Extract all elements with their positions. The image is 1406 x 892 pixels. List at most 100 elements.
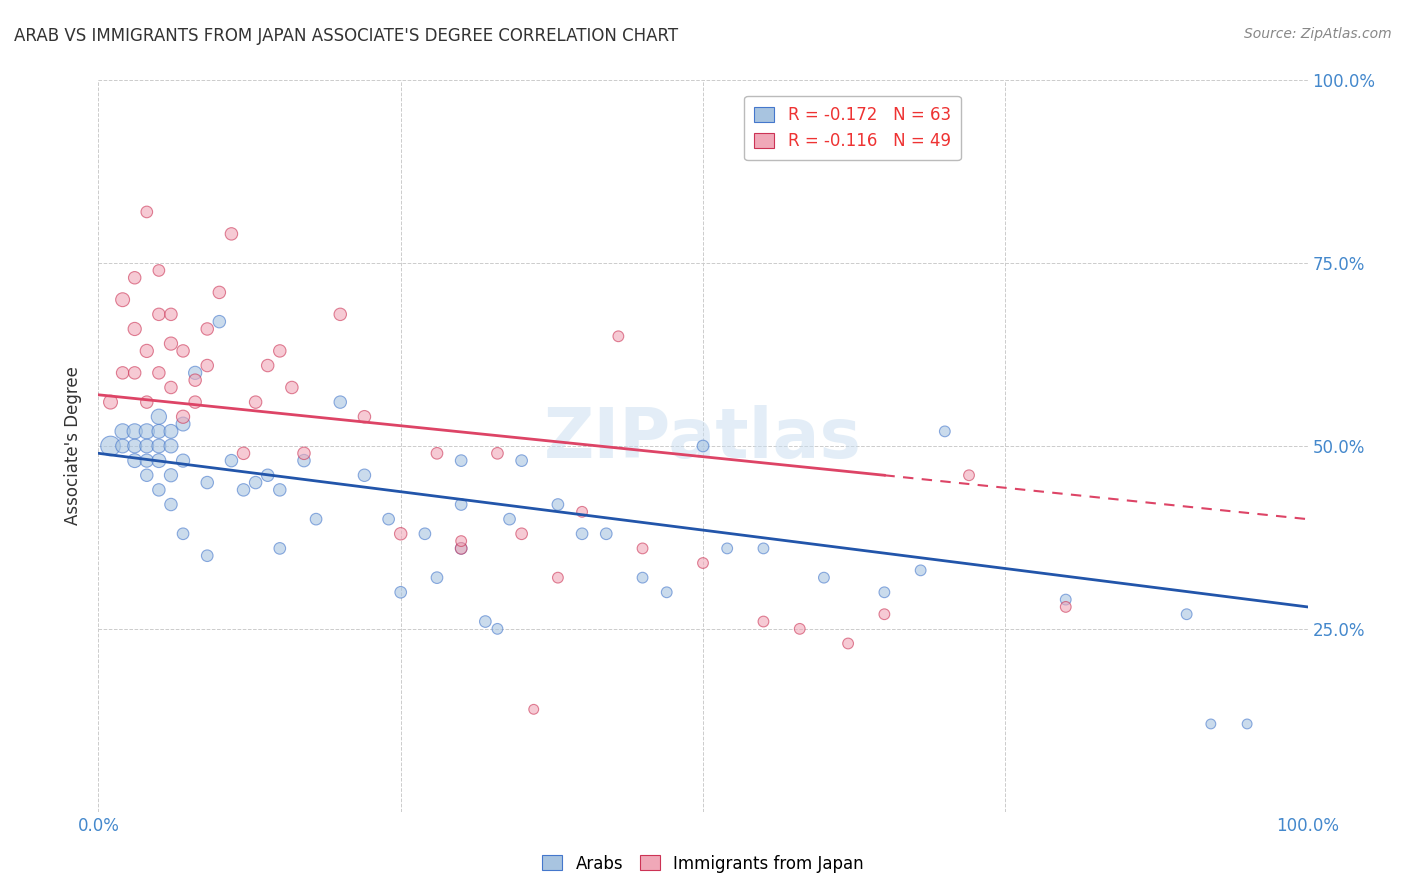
Point [910, 563, 932, 577]
Point [148, 307, 170, 321]
Point [486, 622, 509, 636]
Point [135, 343, 157, 358]
Point [111, 293, 134, 307]
Point [934, 425, 956, 439]
Point [124, 425, 146, 439]
Point [195, 549, 218, 563]
Point [1199, 717, 1222, 731]
Point [389, 585, 412, 599]
Point [873, 607, 896, 622]
Point [655, 585, 678, 599]
Point [752, 615, 775, 629]
Point [148, 409, 170, 424]
Point [498, 512, 520, 526]
Point [124, 322, 146, 336]
Text: ARAB VS IMMIGRANTS FROM JAPAN ASSOCIATE'S DEGREE CORRELATION CHART: ARAB VS IMMIGRANTS FROM JAPAN ASSOCIATE'… [14, 27, 678, 45]
Point [160, 498, 183, 512]
Point [256, 468, 278, 483]
Point [450, 498, 472, 512]
Point [571, 526, 593, 541]
Point [571, 505, 593, 519]
Point [160, 425, 183, 439]
Point [221, 453, 243, 467]
Legend: R = -0.172   N = 63, R = -0.116   N = 49: R = -0.172 N = 63, R = -0.116 N = 49 [744, 96, 960, 161]
Point [631, 571, 654, 585]
Point [486, 446, 509, 460]
Point [692, 556, 714, 570]
Point [232, 483, 254, 497]
Legend: Arabs, Immigrants from Japan: Arabs, Immigrants from Japan [536, 848, 870, 880]
Point [292, 446, 315, 460]
Point [135, 468, 157, 483]
Point [450, 541, 472, 556]
Point [1054, 592, 1077, 607]
Point [813, 571, 835, 585]
Point [595, 526, 617, 541]
Point [1236, 717, 1258, 731]
Text: Source: ZipAtlas.com: Source: ZipAtlas.com [1244, 27, 1392, 41]
Point [135, 439, 157, 453]
Point [245, 475, 267, 490]
Point [184, 366, 207, 380]
Point [135, 453, 157, 467]
Point [752, 541, 775, 556]
Text: ZIPatlas: ZIPatlas [544, 405, 862, 472]
Point [160, 336, 183, 351]
Point [208, 285, 231, 300]
Y-axis label: Associate's Degree: Associate's Degree [65, 367, 83, 525]
Point [160, 468, 183, 483]
Point [269, 483, 291, 497]
Point [135, 425, 157, 439]
Point [281, 380, 304, 394]
Point [232, 446, 254, 460]
Point [426, 446, 449, 460]
Point [208, 315, 231, 329]
Point [184, 373, 207, 387]
Point [245, 395, 267, 409]
Point [124, 453, 146, 467]
Point [837, 636, 859, 650]
Point [789, 622, 811, 636]
Point [716, 541, 738, 556]
Point [353, 409, 375, 424]
Point [160, 380, 183, 394]
Point [510, 526, 533, 541]
Point [426, 571, 449, 585]
Point [124, 439, 146, 453]
Point [269, 343, 291, 358]
Point [172, 417, 194, 431]
Point [111, 425, 134, 439]
Point [631, 541, 654, 556]
Point [148, 483, 170, 497]
Point [547, 571, 569, 585]
Point [353, 468, 375, 483]
Point [450, 453, 472, 467]
Point [1175, 607, 1198, 622]
Point [148, 453, 170, 467]
Point [692, 439, 714, 453]
Point [172, 526, 194, 541]
Point [184, 395, 207, 409]
Point [135, 395, 157, 409]
Point [474, 615, 496, 629]
Point [124, 270, 146, 285]
Point [389, 526, 412, 541]
Point [111, 366, 134, 380]
Point [172, 453, 194, 467]
Point [148, 263, 170, 277]
Point [172, 343, 194, 358]
Point [329, 395, 352, 409]
Point [100, 395, 122, 409]
Point [111, 439, 134, 453]
Point [221, 227, 243, 241]
Point [450, 534, 472, 549]
Point [873, 585, 896, 599]
Point [195, 475, 218, 490]
Point [135, 205, 157, 219]
Point [510, 453, 533, 467]
Point [269, 541, 291, 556]
Point [148, 425, 170, 439]
Point [547, 498, 569, 512]
Point [160, 307, 183, 321]
Point [160, 439, 183, 453]
